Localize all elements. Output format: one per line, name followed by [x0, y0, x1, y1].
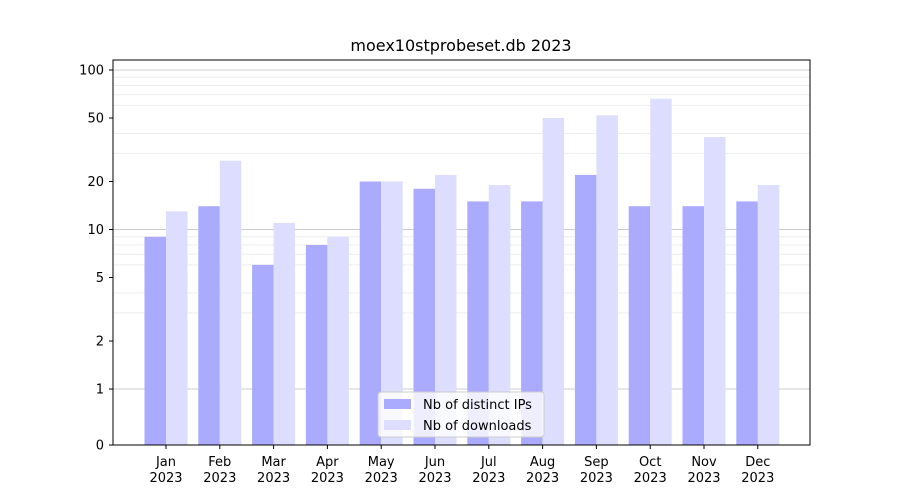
y-tick-label: 100: [79, 64, 104, 79]
bar-distinct-ips: [574, 174, 597, 445]
bar-distinct-ips: [467, 201, 489, 445]
x-tick-label-year: 2023: [365, 471, 398, 486]
x-tick-label-year: 2023: [741, 471, 774, 486]
x-tick-label-month: Jul: [480, 455, 497, 470]
bar-downloads: [757, 185, 780, 445]
y-tick-label: 0: [96, 439, 104, 454]
bar-downloads: [435, 174, 457, 445]
x-tick-label-year: 2023: [687, 471, 720, 486]
bar-distinct-ips: [305, 244, 328, 445]
x-tick-label-month: Aug: [530, 455, 555, 470]
bar-downloads: [542, 118, 565, 445]
legend-label: Nb of downloads: [423, 419, 532, 434]
bar-distinct-ips: [359, 181, 382, 445]
x-tick-label-year: 2023: [149, 471, 182, 486]
bar-downloads: [704, 137, 726, 445]
legend: Nb of distinct IPs Nb of downloads: [377, 391, 545, 438]
bar-downloads: [166, 211, 188, 445]
chart-title: moex10stprobeset.db 2023: [350, 36, 571, 55]
bar-downloads: [219, 160, 242, 445]
legend-swatch: [384, 420, 411, 430]
bar-downloads: [381, 181, 403, 445]
x-tick-label-year: 2023: [472, 471, 505, 486]
x-tick-label-month: Mar: [261, 455, 286, 470]
x-tick-label-year: 2023: [257, 471, 290, 486]
bar-distinct-ips: [413, 188, 435, 445]
x-tick-label-month: Feb: [208, 455, 231, 470]
legend-swatch: [384, 399, 411, 409]
x-tick-label-month: Oct: [639, 455, 661, 470]
bar-distinct-ips: [521, 201, 543, 445]
y-tick-label: 2: [96, 334, 104, 349]
legend-box: [377, 391, 545, 438]
y-tick-label: 50: [87, 112, 104, 127]
x-tick-label-month: Sep: [584, 455, 609, 470]
y-tick-label: 5: [96, 271, 104, 286]
y-tick-label: 20: [87, 175, 104, 190]
bar-distinct-ips: [252, 264, 274, 445]
x-tick-label-month: Nov: [691, 455, 717, 470]
x-tick-label-year: 2023: [526, 471, 559, 486]
x-tick-label-month: May: [368, 455, 395, 470]
axes: Jan2023Feb2023Mar2023Apr2023May2023Jun20…: [79, 59, 811, 486]
bar-downloads: [488, 185, 511, 445]
x-tick-label-year: 2023: [634, 471, 667, 486]
bar-downloads: [596, 115, 618, 445]
bar-distinct-ips: [736, 201, 758, 445]
bar-downloads: [650, 98, 672, 445]
x-tick-label-month: Jun: [424, 455, 445, 470]
x-tick-label-year: 2023: [418, 471, 451, 486]
bars: [144, 98, 780, 445]
x-tick-label-month: Apr: [316, 455, 339, 470]
x-tick-label-month: Dec: [745, 455, 770, 470]
y-tick-label: 1: [96, 383, 104, 398]
legend-label: Nb of distinct IPs: [423, 398, 532, 413]
bar-downloads: [273, 222, 296, 445]
y-tick-label: 10: [87, 223, 104, 238]
x-tick-label-month: Jan: [155, 455, 176, 470]
bar-distinct-ips: [682, 206, 704, 445]
bar-distinct-ips: [144, 236, 166, 445]
bar-distinct-ips: [628, 206, 651, 445]
x-tick-label-year: 2023: [203, 471, 236, 486]
bar-distinct-ips: [198, 206, 220, 445]
plot-frame: [112, 59, 811, 446]
x-tick-label-year: 2023: [580, 471, 613, 486]
x-tick-label-year: 2023: [311, 471, 344, 486]
bar-downloads: [327, 236, 349, 445]
